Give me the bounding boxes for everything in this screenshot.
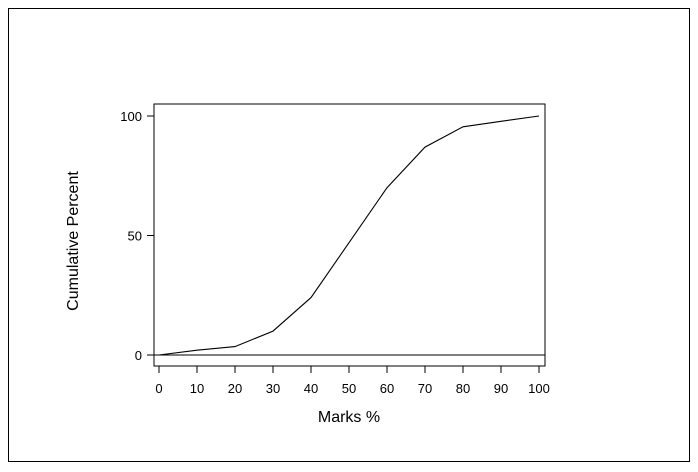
- x-tick-label: 60: [380, 381, 394, 396]
- x-axis-title: Marks %: [318, 409, 380, 426]
- y-tick-label: 100: [120, 109, 142, 124]
- x-tick-label: 50: [342, 381, 356, 396]
- x-tick-label: 10: [190, 381, 204, 396]
- y-axis: 0 50 100: [120, 109, 154, 363]
- x-tick-label: 70: [418, 381, 432, 396]
- x-tick-label: 0: [155, 381, 162, 396]
- x-tick-label: 40: [304, 381, 318, 396]
- plot-area: [153, 103, 546, 367]
- cumulative-percent-line: [158, 115, 540, 356]
- x-tick-label: 100: [528, 381, 550, 396]
- x-tick-label: 90: [494, 381, 508, 396]
- y-tick-label: 50: [128, 229, 142, 244]
- y-tick-label: 0: [135, 348, 142, 363]
- x-tick-label: 80: [456, 381, 470, 396]
- x-tick-label: 30: [266, 381, 280, 396]
- y-axis-title: Cumulative Percent: [65, 171, 82, 311]
- chart-frame: [8, 8, 690, 462]
- x-tick-label: 20: [228, 381, 242, 396]
- x-axis: 0 10 20 30 40 50 60 70 80 90 100: [155, 366, 550, 396]
